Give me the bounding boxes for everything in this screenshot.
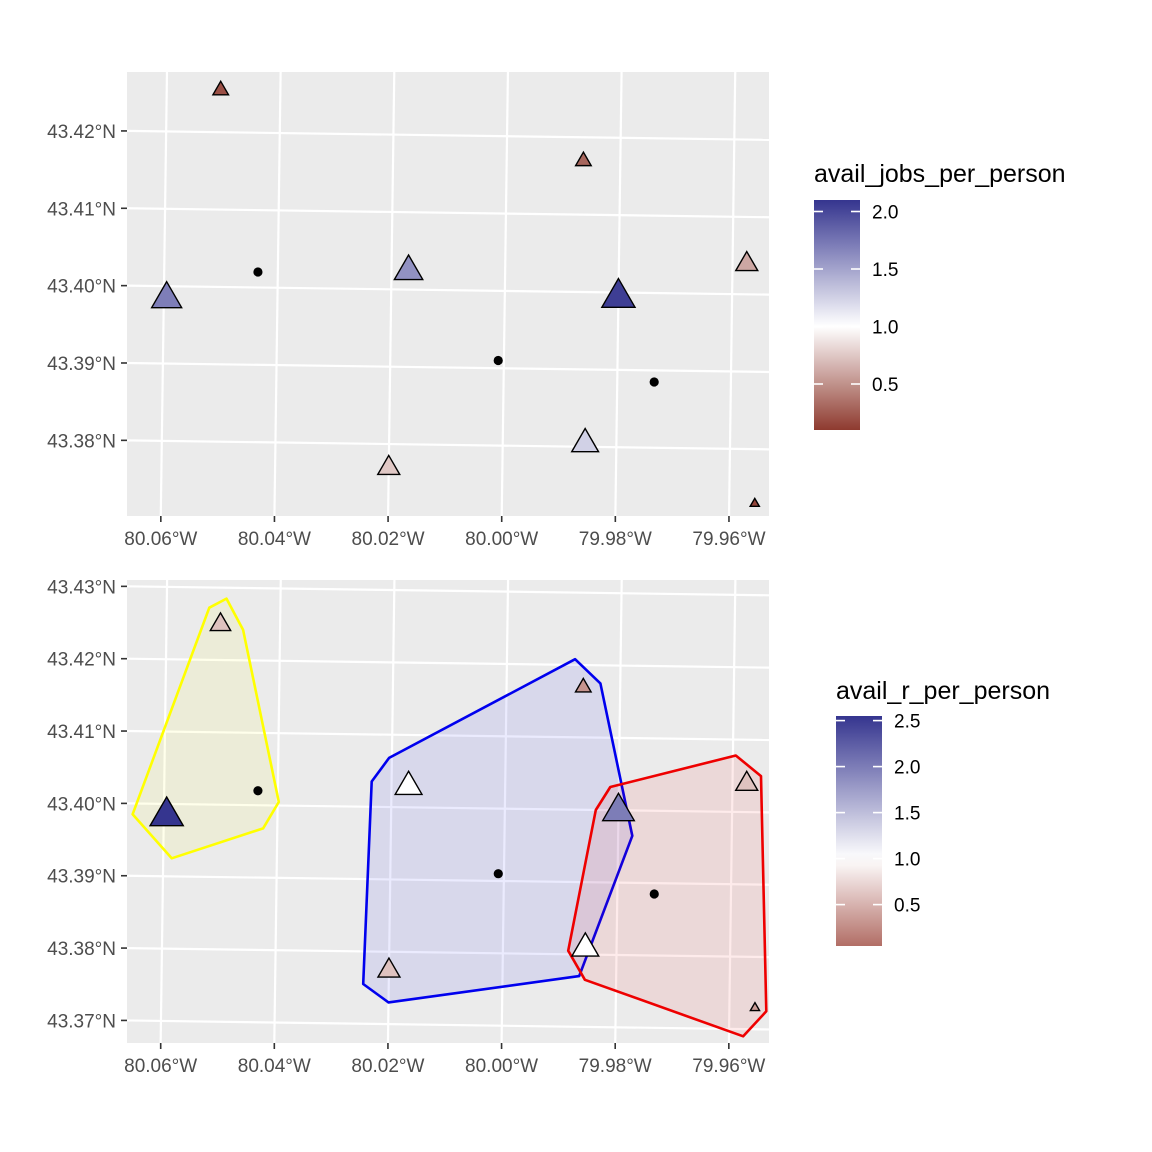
panel-plot-area [127, 580, 769, 1043]
legend-break-label: 2.5 [894, 712, 920, 733]
x-tick-label: 80.00°W [465, 529, 538, 550]
triangle-markers [148, 611, 761, 1012]
gridline-x [727, 580, 737, 1043]
triangle-point [393, 769, 424, 796]
gridlines [127, 580, 769, 1043]
dot-markers [253, 786, 659, 899]
legend-break-label: 2.0 [872, 203, 898, 224]
triangle-point [748, 496, 761, 508]
y-tick-label: 43.41°N [47, 199, 116, 220]
gridline-x [500, 580, 510, 1043]
triangle-point [574, 150, 593, 167]
y-tick-label: 43.41°N [47, 722, 116, 743]
triangle-point [150, 280, 183, 309]
triangle-markers [150, 79, 761, 508]
x-tick-label: 80.02°W [352, 529, 425, 550]
legend-break-label: 1.5 [872, 260, 898, 281]
y-tick-label: 43.39°N [47, 867, 116, 888]
triangle-point [600, 277, 637, 309]
triangle-point [601, 791, 636, 822]
x-tick-label: 80.00°W [465, 1056, 538, 1077]
triangle-point [376, 956, 402, 978]
dot-point [253, 267, 263, 277]
gridline-y [127, 802, 769, 814]
legend-break-label: 0.5 [872, 375, 898, 396]
legend-colorbar [836, 716, 882, 946]
y-tick-label: 43.43°N [47, 577, 116, 598]
legend: avail_jobs_per_person 2.0 1.5 1.0 0.5 [814, 160, 1066, 430]
triangle-point [376, 454, 401, 476]
gridline-y [127, 361, 769, 374]
triangle-point [734, 250, 759, 272]
y-tick-label: 43.40°N [47, 277, 116, 298]
x-tick-label: 80.06°W [124, 1056, 197, 1077]
hull-3 [566, 754, 768, 1038]
gridline-x [500, 72, 510, 516]
triangle-point [211, 79, 230, 96]
dot-point [649, 377, 659, 387]
gridline-y [127, 947, 769, 959]
hull-2 [361, 657, 634, 1004]
dot-point [493, 355, 503, 366]
x-tick-label: 80.04°W [238, 1056, 311, 1077]
legend: avail_r_per_person 2.5 2.0 1.5 1.0 0.5 [836, 677, 1050, 946]
gridline-y [127, 585, 769, 597]
triangle-point [574, 676, 593, 693]
y-tick-label: 43.40°N [47, 794, 116, 815]
panel-plot-area [127, 72, 769, 516]
triangle-point [570, 931, 600, 957]
x-tick-label: 80.04°W [238, 529, 311, 550]
gridline-x [273, 72, 282, 516]
dot-point [649, 889, 659, 899]
y-tick-label: 43.42°N [47, 650, 116, 671]
gridline-y [127, 284, 769, 296]
gridline-x [386, 72, 396, 516]
gridline-x [727, 72, 737, 516]
hull-1 [131, 597, 281, 860]
y-tick-label: 43.37°N [47, 1011, 116, 1032]
x-tick-label: 80.06°W [124, 529, 197, 550]
triangle-point [749, 1001, 761, 1012]
gridline-y [127, 439, 769, 451]
triangle-point [148, 795, 185, 827]
y-tick-label: 43.38°N [47, 431, 116, 452]
legend-break-label: 2.0 [894, 758, 920, 779]
legend-title: avail_jobs_per_person [814, 160, 1066, 188]
x-tick-label: 79.96°W [692, 529, 765, 550]
map-panel-1: 80.06°W 80.04°W 80.02°W 80.00°W 79.98°W 79.96… [47, 72, 1066, 550]
gridline-y [127, 129, 769, 141]
dot-point [493, 869, 503, 879]
map-panel-2: 80.06°W 80.04°W 80.02°W 80.00°W 79.98°W 79.96… [47, 577, 1050, 1077]
legend-break-label: 1.5 [894, 804, 920, 825]
triangle-point [209, 611, 232, 632]
y-tick-label: 43.42°N [47, 122, 116, 143]
axes: 80.06°W 80.04°W 80.02°W 80.00°W 79.98°W 79.96… [47, 577, 765, 1077]
dot-markers [253, 267, 659, 387]
legend-break-label: 0.5 [894, 896, 920, 917]
gridline-x [386, 580, 396, 1043]
legend-break-label: 1.0 [872, 318, 898, 339]
legend-colorbar [814, 200, 860, 430]
y-tick-label: 43.38°N [47, 939, 116, 960]
gridline-y [127, 1019, 769, 1031]
x-tick-label: 79.98°W [579, 529, 652, 550]
x-tick-label: 80.02°W [351, 1056, 424, 1077]
triangle-point [734, 769, 759, 792]
legend-title: avail_r_per_person [836, 677, 1050, 705]
x-tick-label: 79.98°W [579, 1056, 652, 1077]
gridline-y [127, 657, 769, 669]
gridline-y [127, 207, 769, 219]
x-tick-label: 79.96°W [692, 1056, 765, 1077]
hull-group [131, 597, 768, 1038]
triangle-point [570, 427, 600, 453]
legend-break-label: 1.0 [894, 850, 920, 871]
triangle-point [393, 253, 424, 281]
dot-point [253, 786, 263, 796]
gridline-y [127, 729, 769, 742]
gridline-x [273, 580, 282, 1043]
gridline-y [127, 874, 769, 886]
y-tick-label: 43.39°N [47, 354, 116, 375]
axes: 80.06°W 80.04°W 80.02°W 80.00°W 79.98°W 79.96… [47, 122, 765, 550]
